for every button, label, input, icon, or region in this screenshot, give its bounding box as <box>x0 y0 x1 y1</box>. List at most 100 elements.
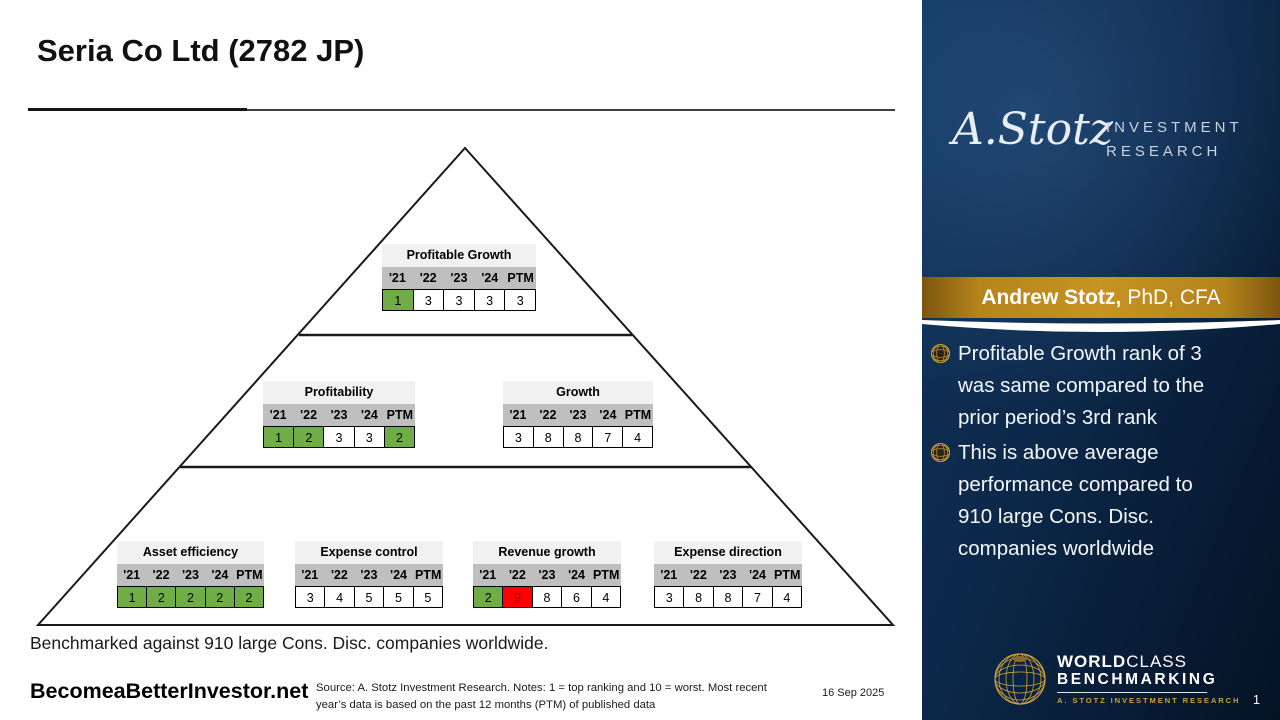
wcb-line-2: BENCHMARKING <box>1057 671 1218 688</box>
rank-cell: 3 <box>504 289 536 311</box>
astotz-signature-logo: A.Stotz <box>952 104 1113 155</box>
rank-cell: 4 <box>771 586 803 608</box>
rank-cell: 3 <box>443 289 475 311</box>
wcb-wordmark: WORLDCLASS BENCHMARKING A. STOTZ INVESTM… <box>1057 653 1240 705</box>
year-label: '24 <box>749 568 767 582</box>
year-label: PTM <box>414 568 442 582</box>
year-label: '22 <box>152 568 170 582</box>
rank-cell: 4 <box>324 586 355 608</box>
year-label: '23 <box>330 408 348 422</box>
rank-cell: 3 <box>654 586 685 608</box>
rank-cell: 2 <box>146 586 177 608</box>
source-note: Source: A. Stotz Investment Research. No… <box>316 680 816 714</box>
wcb-divider <box>1057 692 1207 693</box>
sidebar: A.Stotz INVESTMENT RESEARCH Andrew Stotz… <box>922 0 1280 720</box>
year-label: '24 <box>360 408 378 422</box>
year-label: '24 <box>599 408 617 422</box>
table-title: Expense direction <box>654 541 802 564</box>
brand-line-2: RESEARCH <box>1106 143 1222 160</box>
table-expense-control: Expense control '21 '22 '23 '24 PTM 3 4 … <box>295 541 444 608</box>
table-profitable-growth: Profitable Growth '21 '22 '23 '24 PTM 1 … <box>382 244 536 311</box>
rank-cell: 3 <box>412 289 445 311</box>
page-number: 1 <box>1253 693 1260 707</box>
rank-cell: 9 <box>502 586 533 608</box>
table-year-header: '21 '22 '23 '24 PTM <box>654 564 802 586</box>
year-label: PTM <box>386 408 414 422</box>
table-asset-efficiency: Asset efficiency '21 '22 '23 '24 PTM 1 2… <box>117 541 265 608</box>
year-label: '23 <box>719 568 737 582</box>
world-class-benchmarking-logo: WORLDCLASS BENCHMARKING A. STOTZ INVESTM… <box>992 651 1240 707</box>
table-profitability: Profitability '21 '22 '23 '24 PTM 1 2 3 … <box>263 381 416 448</box>
brand-line-1: INVESTMENT <box>1106 119 1243 136</box>
year-label: '21 <box>509 408 527 422</box>
rank-cell: 8 <box>712 586 744 608</box>
year-label: PTM <box>592 568 620 582</box>
rank-cell: 5 <box>353 586 385 608</box>
year-label: '22 <box>539 408 557 422</box>
globe-bullet-icon <box>930 442 951 463</box>
rank-cell: 8 <box>532 426 564 448</box>
table-values: 1 3 3 3 3 <box>382 289 536 311</box>
year-label: '24 <box>481 271 499 285</box>
insight-bullets: Profitable Growth rank of 3 was same com… <box>930 338 1274 568</box>
year-label: PTM <box>773 568 801 582</box>
rank-cell: 3 <box>323 426 355 448</box>
table-values: 1 2 2 2 2 <box>117 586 265 608</box>
table-growth: Growth '21 '22 '23 '24 PTM 3 8 8 7 4 <box>503 381 653 448</box>
rank-cell: 1 <box>117 586 148 608</box>
table-year-header: '21 '22 '23 '24 PTM <box>117 564 264 586</box>
author-banner: Andrew Stotz, PhD, CFA <box>922 277 1280 318</box>
rank-cell: 4 <box>622 426 653 448</box>
table-title: Profitable Growth <box>382 244 536 267</box>
title-underline-accent <box>28 108 247 111</box>
year-label: '23 <box>450 271 468 285</box>
rank-cell: 8 <box>683 586 714 608</box>
website-link[interactable]: BecomeaBetterInvestor.net <box>30 679 309 703</box>
bullet-text: Profitable Growth rank of 3 was same com… <box>958 342 1205 429</box>
rank-cell: 2 <box>175 586 206 608</box>
year-label: '24 <box>568 568 586 582</box>
year-label: '22 <box>419 271 437 285</box>
bullet-text: This is above average performance compar… <box>958 441 1193 560</box>
year-label: '21 <box>479 568 497 582</box>
year-label: '21 <box>123 568 141 582</box>
year-label: '21 <box>388 271 406 285</box>
table-title: Asset efficiency <box>117 541 264 564</box>
slide-date: 16 Sep 2025 <box>822 687 885 699</box>
page-title: Seria Co Ltd (2782 JP) <box>37 33 365 68</box>
rank-cell: 2 <box>233 586 265 608</box>
globe-bullet-icon <box>930 343 951 364</box>
table-values: 3 8 8 7 4 <box>503 426 653 448</box>
table-year-header: '21 '22 '23 '24 PTM <box>382 267 536 289</box>
rank-cell: 4 <box>590 586 622 608</box>
table-title: Revenue growth <box>473 541 621 564</box>
year-label: '22 <box>508 568 526 582</box>
table-year-header: '21 '22 '23 '24 PTM <box>473 564 621 586</box>
author-credentials: PhD, CFA <box>1127 285 1221 309</box>
year-label: '21 <box>660 568 678 582</box>
rank-cell: 1 <box>263 426 295 448</box>
brand-wordmark: INVESTMENT RESEARCH <box>1106 116 1243 164</box>
wcb-subtitle: A. STOTZ INVESTMENT RESEARCH <box>1057 696 1241 705</box>
table-title: Expense control <box>295 541 443 564</box>
year-label: '22 <box>689 568 707 582</box>
year-label: '21 <box>269 408 287 422</box>
rank-cell: 3 <box>503 426 534 448</box>
benchmark-note: Benchmarked against 910 large Cons. Disc… <box>30 633 549 653</box>
globe-wireframe-icon <box>994 653 1046 705</box>
bullet-item: Profitable Growth rank of 3 was same com… <box>930 338 1274 434</box>
table-values: 3 8 8 7 4 <box>654 586 803 608</box>
rank-cell: 7 <box>742 586 773 608</box>
pyramid-outline <box>35 146 896 626</box>
source-line-2: year’s data is based on the past 12 mont… <box>316 698 656 711</box>
table-values: 3 4 5 5 5 <box>295 586 444 608</box>
rank-cell: 6 <box>561 586 592 608</box>
table-title: Profitability <box>263 381 415 404</box>
author-name: Andrew Stotz, <box>981 285 1122 309</box>
rank-cell: 2 <box>293 426 325 448</box>
year-label: '21 <box>301 568 319 582</box>
year-label: '22 <box>330 568 348 582</box>
rank-cell: 5 <box>412 586 444 608</box>
rank-cell: 2 <box>473 586 504 608</box>
